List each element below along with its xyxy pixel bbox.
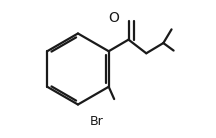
Text: Br: Br [89, 115, 103, 128]
Text: O: O [109, 11, 120, 25]
